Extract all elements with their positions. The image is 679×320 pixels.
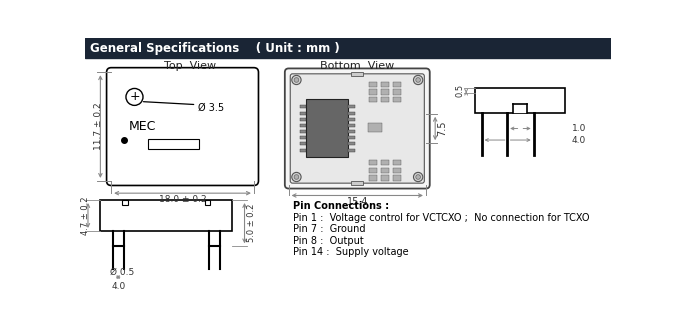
FancyBboxPatch shape xyxy=(290,74,424,183)
Circle shape xyxy=(416,78,420,82)
Bar xyxy=(348,130,354,133)
Text: 7.5: 7.5 xyxy=(437,121,447,136)
Text: 15.4: 15.4 xyxy=(346,196,368,207)
Text: Top  View: Top View xyxy=(164,61,217,71)
Bar xyxy=(299,148,306,152)
Bar xyxy=(100,200,232,231)
Text: Pin 1 :  Voltage control for VCTCXO ;  No connection for TCXO: Pin 1 : Voltage control for VCTCXO ; No … xyxy=(293,213,589,223)
Text: +: + xyxy=(129,91,140,103)
Bar xyxy=(348,118,354,121)
Bar xyxy=(348,148,354,152)
Bar xyxy=(299,118,306,121)
Bar xyxy=(393,97,401,102)
Bar xyxy=(299,105,306,108)
Bar xyxy=(369,160,378,165)
Bar xyxy=(85,38,611,59)
Bar xyxy=(393,160,401,165)
Bar xyxy=(393,175,401,181)
Text: 4.0: 4.0 xyxy=(572,136,586,145)
Text: Bottom  View: Bottom View xyxy=(320,61,394,71)
Text: Pin 8 :  Output: Pin 8 : Output xyxy=(293,236,363,246)
Bar xyxy=(299,112,306,115)
Bar xyxy=(513,104,528,113)
FancyBboxPatch shape xyxy=(285,68,430,188)
Bar xyxy=(369,97,378,102)
Bar xyxy=(380,89,389,95)
Bar xyxy=(380,160,389,165)
Text: Pin 14 :  Supply voltage: Pin 14 : Supply voltage xyxy=(293,247,408,258)
Circle shape xyxy=(294,175,299,179)
Bar xyxy=(348,136,354,139)
Bar xyxy=(369,168,378,173)
Bar xyxy=(369,89,378,95)
Circle shape xyxy=(414,75,423,84)
Text: 0.5: 0.5 xyxy=(456,84,464,97)
Bar xyxy=(299,142,306,145)
Bar xyxy=(380,82,389,87)
Circle shape xyxy=(292,75,301,84)
Text: Ø 3.5: Ø 3.5 xyxy=(198,103,224,113)
Text: 5.0 ± 0.2: 5.0 ± 0.2 xyxy=(247,204,256,242)
Bar xyxy=(369,82,378,87)
Bar xyxy=(348,124,354,127)
Bar xyxy=(393,89,401,95)
Bar xyxy=(348,105,354,108)
Bar xyxy=(369,175,378,181)
Bar xyxy=(306,99,348,157)
Text: General Specifications    ( Unit : mm ): General Specifications ( Unit : mm ) xyxy=(90,42,340,55)
Bar xyxy=(205,200,210,205)
Circle shape xyxy=(416,175,420,179)
Bar xyxy=(380,168,389,173)
Bar xyxy=(299,136,306,139)
Text: 1.0: 1.0 xyxy=(572,124,586,133)
Bar xyxy=(380,97,389,102)
Text: Pin Connections :: Pin Connections : xyxy=(293,201,388,211)
Circle shape xyxy=(294,78,299,82)
Bar xyxy=(348,142,354,145)
Bar xyxy=(149,139,199,149)
Bar xyxy=(475,88,566,113)
Text: MEC: MEC xyxy=(128,120,155,133)
Text: 4.0: 4.0 xyxy=(111,283,126,292)
Bar xyxy=(380,175,389,181)
Bar xyxy=(299,124,306,127)
FancyBboxPatch shape xyxy=(107,68,259,186)
Bar xyxy=(368,123,382,132)
Bar xyxy=(393,168,401,173)
Bar xyxy=(351,181,363,185)
Circle shape xyxy=(292,172,301,182)
Text: 18.0 ± 0.2: 18.0 ± 0.2 xyxy=(159,195,206,204)
Bar xyxy=(351,72,363,76)
Circle shape xyxy=(414,172,423,182)
Text: Ø 0.5: Ø 0.5 xyxy=(110,268,134,277)
Text: 4.7 ± 0.2: 4.7 ± 0.2 xyxy=(81,196,90,235)
Text: 11.7 ± 0.2: 11.7 ± 0.2 xyxy=(94,103,103,150)
Bar xyxy=(299,130,306,133)
Bar xyxy=(122,200,128,205)
Text: Pin 7 :  Ground: Pin 7 : Ground xyxy=(293,224,365,234)
Circle shape xyxy=(126,88,143,105)
Bar xyxy=(393,82,401,87)
Bar xyxy=(348,112,354,115)
